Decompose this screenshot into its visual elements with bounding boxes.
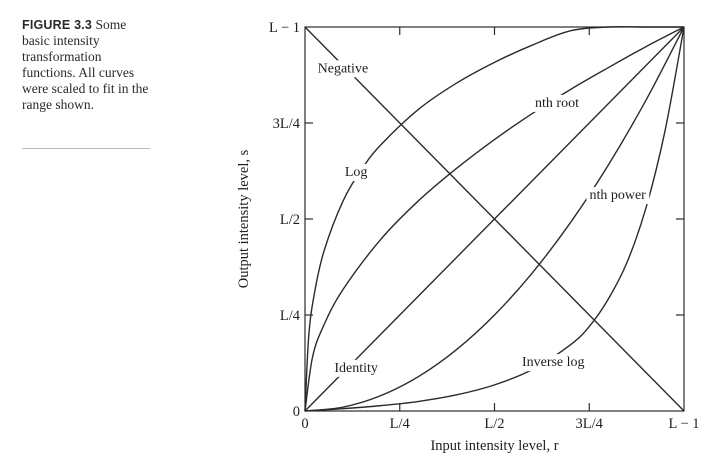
y-axis-title: Output intensity level, s <box>236 149 252 288</box>
x-tick-label: L/2 <box>484 416 504 432</box>
series-label-bg-nth-root <box>532 94 583 112</box>
series-label-bg-negative <box>314 60 372 78</box>
series-label-identity: Identity <box>334 361 378 376</box>
series-line-nth-root <box>304 26 685 412</box>
x-tick-label: L/4 <box>390 416 411 432</box>
x-tick-label: L − 1 <box>669 416 700 432</box>
x-axis-title: Input intensity level, r <box>430 438 558 454</box>
figure-caption-text: Some basic intensity transformation func… <box>22 17 149 112</box>
y-tick-label: 0 <box>293 404 300 420</box>
series-label-bg-nth-power <box>586 187 650 205</box>
series-label-negative: Negative <box>318 61 369 76</box>
series-line-nth-power <box>304 26 685 412</box>
figure-caption: FIGURE 3.3 Some basic intensity transfor… <box>22 17 154 113</box>
tick-layer: 0 L/4 L/2 3L/4 L − 1 0 L/4 L/2 3L/4 L − 1 <box>269 20 700 432</box>
series-label-nth-power: nth power <box>589 188 646 203</box>
y-tick-label: L/2 <box>280 212 300 228</box>
series-label-nth-root: nth root <box>535 96 579 111</box>
y-tick-label: 3L/4 <box>273 116 301 132</box>
x-tick-label: 0 <box>301 416 308 432</box>
series-label-bg-log <box>341 164 371 181</box>
series-label-log: Log <box>345 165 368 180</box>
y-tick-label: L/4 <box>280 308 301 324</box>
y-tick-label: L − 1 <box>269 20 300 36</box>
series-layer <box>304 26 685 412</box>
series-label-bg-inverse-log <box>518 354 588 372</box>
series-label-bg-identity <box>331 359 381 377</box>
series-label-inverse-log: Inverse log <box>522 355 585 370</box>
series-line-identity <box>304 26 685 412</box>
figure-caption-label: FIGURE 3.3 <box>22 18 93 32</box>
series-label-layer: Negative Identity Log nth root nth power Inve… <box>314 60 650 377</box>
x-tick-label: 3L/4 <box>576 416 604 432</box>
caption-divider <box>22 148 150 149</box>
